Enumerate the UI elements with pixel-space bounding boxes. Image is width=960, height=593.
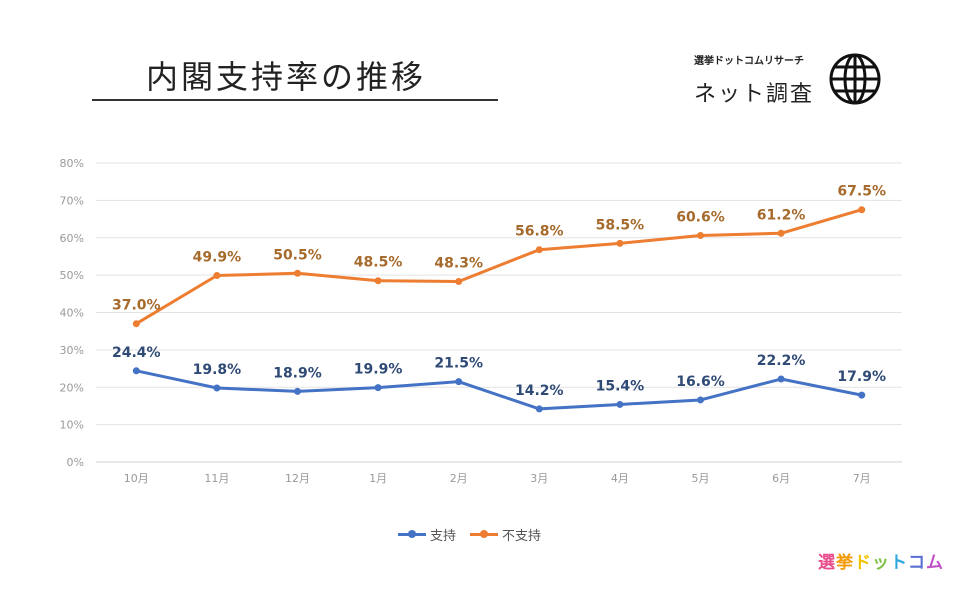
logo-char: 挙 — [836, 553, 854, 573]
brand-subtitle: 選挙ドットコムリサーチ — [694, 56, 804, 67]
data-point-oppose — [616, 239, 624, 247]
data-label-support: 14.2% — [515, 383, 564, 399]
data-point-support — [697, 396, 704, 404]
data-point-oppose — [777, 229, 785, 237]
logo-char: ド — [854, 553, 872, 573]
data-point-oppose — [213, 271, 221, 279]
logo-char: ト — [890, 553, 908, 573]
data-point-oppose — [858, 206, 866, 214]
data-point-support — [213, 384, 221, 392]
x-tick-label: 3月 — [530, 472, 548, 485]
data-label-support: 15.4% — [596, 378, 645, 394]
data-label-oppose: 60.6% — [676, 210, 725, 226]
x-tick-label: 6月 — [772, 472, 790, 485]
logo-char: コ — [908, 553, 926, 573]
data-label-support: 22.2% — [757, 353, 806, 369]
data-label-support: 21.5% — [434, 356, 483, 372]
x-tick-label: 12月 — [285, 472, 310, 485]
legend-swatch-support — [398, 529, 426, 538]
legend-label-oppose: 不支持 — [502, 528, 542, 544]
brand-logo: 選挙ドットコム — [818, 548, 944, 573]
y-tick-label: 50% — [60, 269, 84, 282]
series-line-support — [135, 369, 862, 411]
title-underline — [92, 99, 498, 101]
x-tick-label: 11月 — [204, 472, 229, 485]
x-tick-label: 10月 — [124, 472, 149, 485]
data-label-support: 16.6% — [676, 374, 725, 390]
x-tick-label: 4月 — [611, 472, 629, 485]
y-tick-label: 40% — [60, 307, 84, 320]
legend-swatch-oppose — [470, 529, 499, 538]
data-label-oppose: 48.5% — [354, 255, 403, 271]
y-tick-label: 10% — [60, 419, 84, 432]
data-point-support — [777, 375, 785, 383]
chart-legend: 支持 不支持 — [398, 524, 541, 544]
y-tick-label: 30% — [60, 344, 84, 357]
data-point-oppose — [294, 269, 301, 277]
data-label-support: 18.9% — [273, 365, 322, 381]
data-point-support — [455, 378, 463, 386]
chart-title: 内閣支持率の推移 — [146, 58, 427, 96]
y-tick-label: 60% — [60, 232, 84, 245]
y-tick-label: 20% — [60, 381, 84, 394]
globe-icon — [829, 53, 881, 105]
logo-char: ッ — [872, 553, 890, 573]
data-label-support: 17.9% — [837, 369, 886, 385]
data-point-oppose — [697, 232, 704, 240]
legend-label-support: 支持 — [430, 528, 457, 544]
data-label-oppose: 61.2% — [757, 207, 806, 223]
data-point-support — [535, 405, 543, 413]
data-label-oppose: 58.5% — [596, 217, 645, 233]
y-tick-label: 80% — [60, 157, 84, 170]
data-point-support — [616, 400, 624, 408]
data-point-support — [294, 387, 301, 395]
data-label-oppose: 67.5% — [837, 184, 886, 200]
y-tick-label: 0% — [67, 456, 84, 469]
y-tick-label: 70% — [60, 194, 84, 207]
data-label-oppose: 48.3% — [434, 255, 483, 271]
data-point-oppose — [374, 277, 382, 285]
data-label-support: 19.8% — [193, 362, 242, 378]
brand-survey-label: ネット調査 — [694, 82, 815, 107]
x-tick-label: 7月 — [853, 472, 871, 485]
data-point-oppose — [132, 320, 140, 328]
x-tick-label: 2月 — [450, 472, 468, 485]
data-point-support — [374, 384, 382, 392]
data-point-support — [132, 367, 140, 375]
data-label-oppose: 56.8% — [515, 224, 564, 240]
data-label-oppose: 49.9% — [193, 249, 242, 265]
x-tick-label: 1月 — [369, 472, 387, 485]
data-point-oppose — [455, 277, 463, 285]
legend-item-support: 支持 — [398, 525, 456, 544]
logo-char: ム — [926, 553, 944, 573]
legend-item-oppose: 不支持 — [470, 525, 541, 544]
data-point-support — [858, 391, 866, 399]
data-point-oppose — [535, 246, 543, 254]
x-tick-label: 5月 — [692, 472, 710, 485]
data-label-support: 19.9% — [354, 362, 403, 378]
data-label-support: 24.4% — [112, 345, 161, 361]
series-line-oppose — [135, 208, 863, 325]
logo-char: 選 — [818, 553, 836, 573]
data-label-oppose: 50.5% — [273, 247, 322, 263]
data-label-oppose: 37.0% — [112, 298, 161, 314]
